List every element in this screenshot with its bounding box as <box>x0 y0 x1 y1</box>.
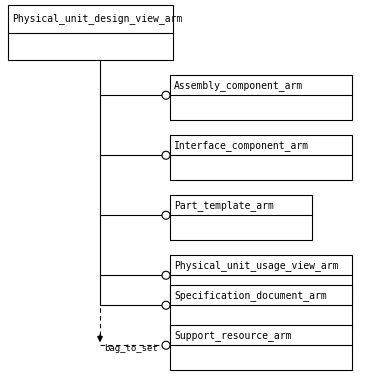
Bar <box>170 285 352 330</box>
Text: Support_resource_arm: Support_resource_arm <box>174 330 292 341</box>
Circle shape <box>162 271 170 279</box>
Bar <box>8 5 173 60</box>
Circle shape <box>162 91 170 99</box>
Text: Part_template_arm: Part_template_arm <box>174 200 274 211</box>
Text: bag_to_set: bag_to_set <box>104 344 158 353</box>
Circle shape <box>162 341 170 349</box>
Text: Physical_unit_design_view_arm: Physical_unit_design_view_arm <box>12 13 182 24</box>
Circle shape <box>162 151 170 159</box>
Bar <box>170 325 352 370</box>
Text: Interface_component_arm: Interface_component_arm <box>174 140 309 150</box>
Text: Specification_document_arm: Specification_document_arm <box>174 290 327 301</box>
Circle shape <box>162 211 170 219</box>
Bar <box>170 195 312 240</box>
Text: Physical_unit_usage_view_arm: Physical_unit_usage_view_arm <box>174 260 338 271</box>
Bar <box>170 255 352 300</box>
Bar <box>170 135 352 180</box>
Text: Assembly_component_arm: Assembly_component_arm <box>174 80 303 91</box>
Circle shape <box>162 301 170 309</box>
Bar <box>170 75 352 120</box>
